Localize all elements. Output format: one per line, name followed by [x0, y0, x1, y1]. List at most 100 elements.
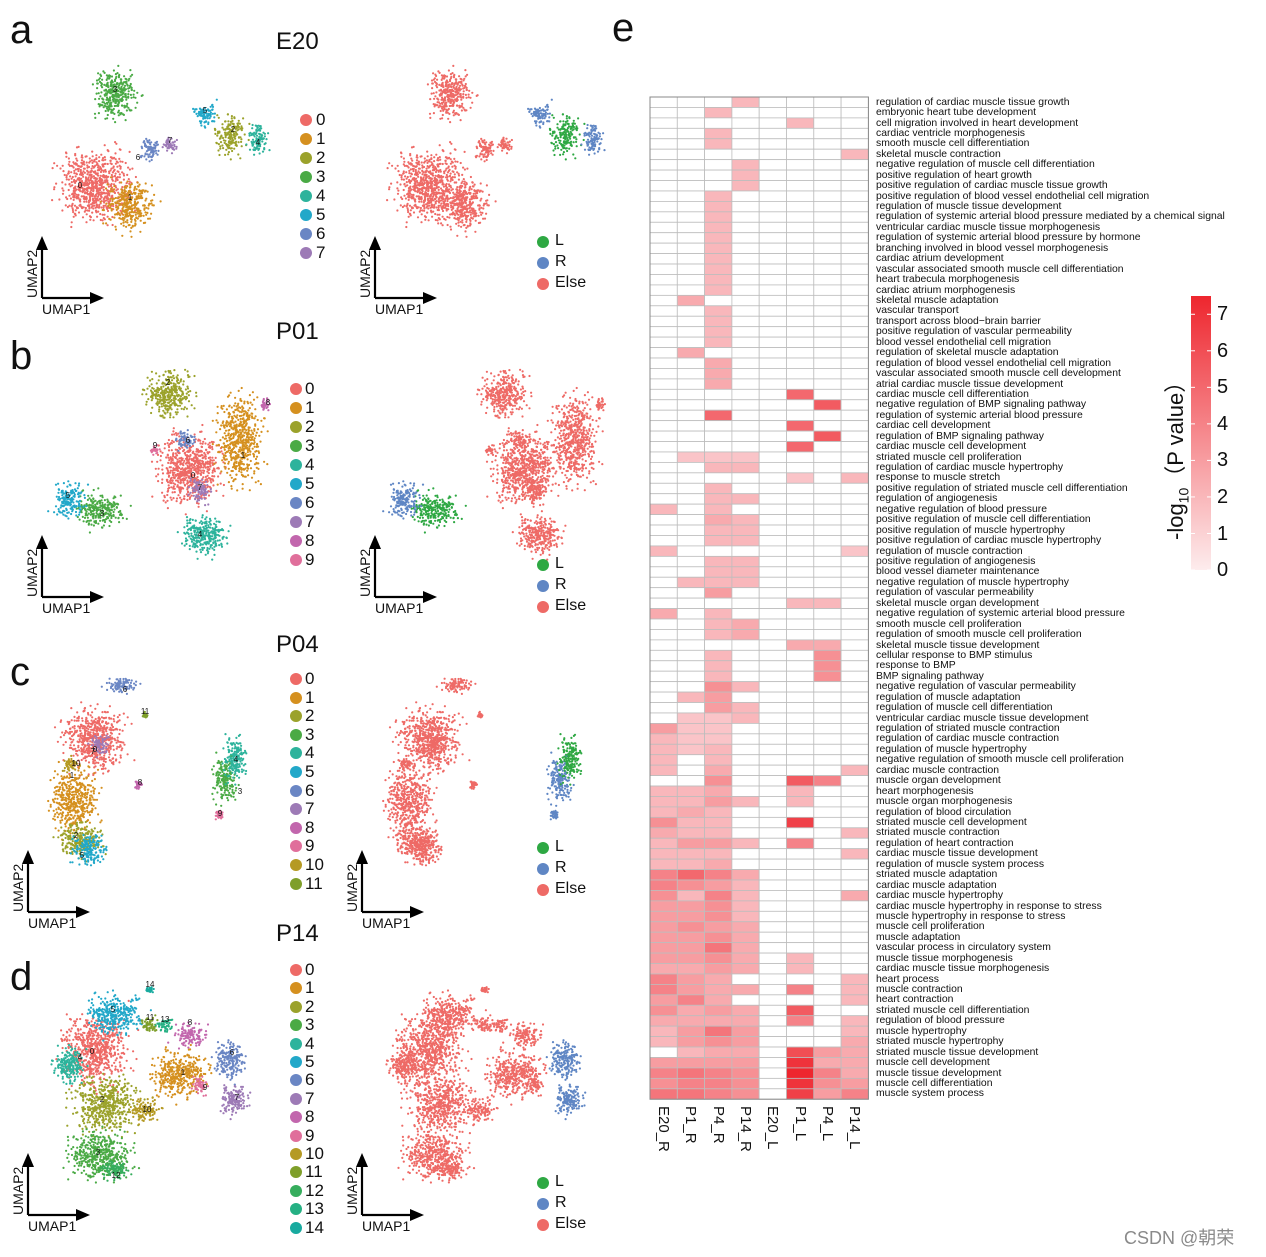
heatmap-cell — [813, 409, 842, 422]
umap2-label: UMAP2 — [10, 864, 26, 912]
heatmap-cell — [676, 221, 705, 234]
legend-label-a-2: 2 — [316, 148, 325, 168]
heatmap-cell — [758, 211, 787, 223]
heatmap-cell — [676, 535, 705, 547]
heatmap-cell — [676, 420, 705, 432]
legend-label-c-2: 2 — [305, 706, 314, 726]
cluster-label-4: 4 — [198, 530, 203, 539]
row-label: cardiac atrium development — [876, 253, 1004, 264]
heatmap-cell — [813, 347, 842, 359]
heatmap-cell — [676, 336, 705, 348]
row-label: negative regulation of BMP signaling pat… — [876, 400, 1086, 410]
heatmap-cell — [731, 326, 760, 338]
colorbar-gradient — [1191, 296, 1211, 570]
heatmap-cell — [704, 890, 733, 902]
heatmap-cell — [731, 284, 760, 296]
heatmap-cell — [731, 796, 760, 808]
heatmap-cell — [840, 900, 869, 912]
heatmap-cell — [758, 733, 787, 745]
heatmap-cell — [813, 294, 842, 307]
heatmap-cell — [840, 1088, 869, 1100]
heatmap-cell — [676, 900, 705, 912]
lr-label-R: R — [555, 859, 567, 877]
heatmap-cell — [731, 1046, 760, 1058]
legend-dot-d-13 — [290, 1203, 302, 1216]
heatmap-cell — [758, 430, 787, 442]
cluster-label-6: 6 — [230, 1048, 235, 1057]
heatmap-cell — [704, 253, 733, 265]
heatmap-cell — [813, 461, 842, 474]
heatmap-cell — [813, 1067, 842, 1079]
heatmap-cell — [731, 368, 760, 380]
legend-dot-b-6 — [290, 497, 302, 509]
heatmap-cell — [731, 138, 760, 150]
heatmap-cell — [731, 566, 760, 578]
legend-dot-c-10 — [290, 859, 302, 871]
heatmap-cell — [704, 994, 733, 1006]
heatmap-cell — [840, 1046, 869, 1058]
heatmap-cell — [704, 555, 733, 568]
heatmap-cell — [676, 388, 705, 401]
heatmap-cell — [704, 200, 733, 213]
heatmap-cell — [813, 1057, 842, 1069]
row-label: skeletal muscle tissue development — [876, 640, 1039, 651]
heatmap-cell — [813, 1088, 842, 1100]
heatmap-cell — [813, 253, 842, 265]
heatmap-cell — [649, 493, 678, 505]
heatmap-cell — [704, 869, 733, 881]
cluster-label-8: 8 — [266, 398, 271, 407]
heatmap-cell — [813, 96, 842, 108]
row-label: positive regulation of muscle hypertroph… — [876, 525, 1065, 536]
legend-label-c-9: 9 — [305, 836, 314, 856]
heatmap-cell — [676, 1057, 705, 1069]
heatmap-cell — [704, 973, 733, 985]
heatmap-cell — [731, 984, 760, 996]
cluster-label-0: 0 — [90, 1047, 95, 1056]
heatmap-cell — [649, 775, 678, 787]
heatmap-cell — [676, 503, 705, 516]
heatmap-cell — [758, 775, 787, 787]
lr-label-L: L — [555, 838, 564, 856]
heatmap-cell — [840, 733, 869, 745]
heatmap-cell — [758, 691, 787, 703]
heatmap-cell — [704, 430, 733, 442]
heatmap-cell — [758, 274, 787, 286]
heatmap-cell — [813, 670, 842, 683]
row-label: regulation of skeletal muscle adaptation — [876, 347, 1059, 358]
heatmap-cell — [786, 253, 815, 265]
row-label: heart morphogenesis — [876, 786, 974, 797]
heatmap-cell — [813, 723, 842, 735]
heatmap-cell — [758, 764, 787, 776]
heatmap-cell — [731, 378, 760, 390]
heatmap-cell — [786, 451, 815, 463]
heatmap-cell — [813, 200, 842, 213]
row-label: regulation of muscle cell differentiatio… — [876, 702, 1053, 713]
cluster-label-9: 9 — [218, 809, 223, 818]
heatmap-cell — [758, 127, 787, 140]
legend-dot-d-10 — [290, 1148, 302, 1160]
heatmap-cell — [786, 1088, 815, 1100]
heatmap-cell — [731, 963, 760, 975]
heatmap-cell — [813, 587, 842, 599]
row-label: positive regulation of cardiac muscle hy… — [876, 535, 1101, 546]
heatmap-cell — [649, 618, 678, 630]
heatmap-cell — [840, 1004, 869, 1017]
heatmap-cell — [813, 910, 842, 923]
heatmap-cell — [758, 879, 787, 891]
heatmap-cell — [758, 994, 787, 1006]
heatmap-cell — [676, 409, 705, 422]
heatmap-cell — [840, 931, 869, 944]
heatmap-cell — [813, 420, 842, 432]
heatmap-cell — [786, 994, 815, 1006]
heatmap-cell — [731, 869, 760, 881]
heatmap-cell — [786, 117, 815, 129]
heatmap-cell — [840, 796, 869, 808]
legend-label-c-11: 11 — [305, 874, 323, 894]
heatmap-cell — [786, 723, 815, 735]
heatmap-cell — [840, 399, 869, 411]
heatmap-cell — [840, 921, 869, 933]
heatmap-cell — [786, 315, 815, 328]
heatmap-cell — [786, 984, 815, 996]
cluster-label-2: 2 — [231, 125, 236, 134]
